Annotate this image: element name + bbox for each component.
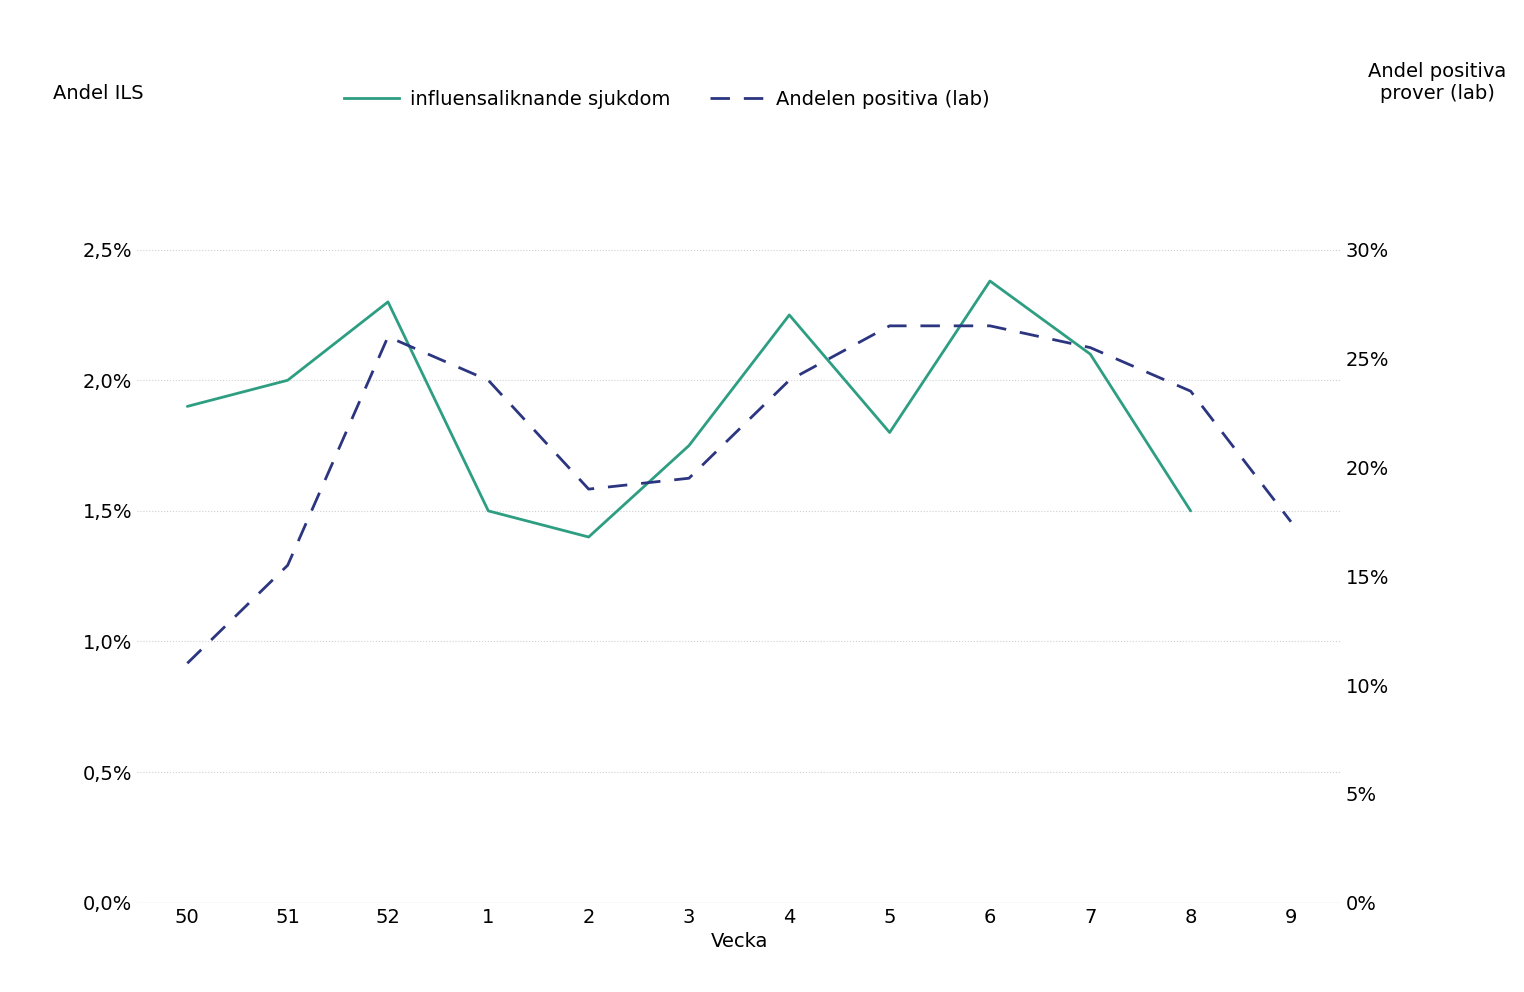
Text: Andel positiva
prover (lab): Andel positiva prover (lab) [1369,62,1507,103]
Legend: influensaliknande sjukdom, Andelen positiva (lab): influensaliknande sjukdom, Andelen posit… [337,81,997,116]
Text: Andel ILS: Andel ILS [53,84,143,103]
X-axis label: Vecka: Vecka [710,932,768,951]
